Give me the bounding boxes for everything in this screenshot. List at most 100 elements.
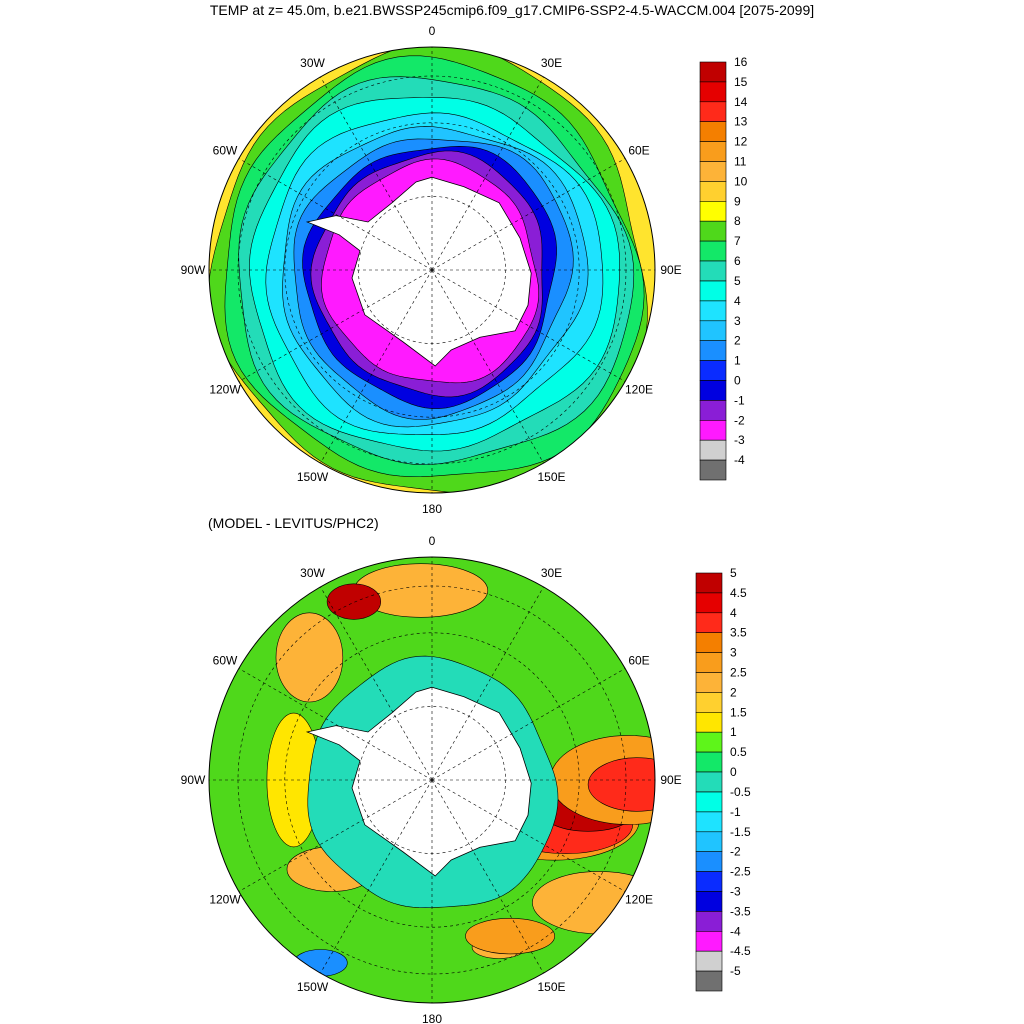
colorbar-swatch [695,911,723,932]
colorbar-label: 12 [734,135,748,149]
longitude-line [431,158,626,271]
antarctica-landmass [305,686,532,877]
longitude-line [431,668,626,781]
colorbar-swatch [695,950,723,972]
colorbar-swatch [699,459,727,481]
colorbar-swatch [695,891,723,912]
longitude-label: 60E [628,654,649,668]
colorbar-swatch [699,101,727,123]
colorbar-swatch [695,592,723,614]
longitude-label: 0 [429,534,436,548]
longitude-label: 150E [537,980,565,994]
longitude-line [431,269,544,464]
colorbar-label: 4.5 [730,586,747,600]
anomaly-region [587,757,655,812]
colorbar-swatch [695,811,723,833]
longitude-labels: 0 30E 60E 90E 120E 150E 180 150W 120W 90W 60W 30W [181,534,682,1024]
anomaly-region [326,583,382,620]
colorbar-label: -3 [734,433,745,447]
colorbar-label: -0.5 [730,785,751,799]
longitude-label: 120W [209,383,241,397]
longitude-label: 150W [297,470,329,484]
longitude-label: 30E [541,56,562,70]
colorbar-swatch [695,711,723,733]
colorbar-label: 16 [734,55,748,69]
difference-map: 0 30E 60E 90E 120E 150E 180 150W 120W 90W 60W 30W [181,534,682,1024]
colorbar-label: -1.5 [730,825,751,839]
anomaly-region [465,917,555,955]
colorbar-swatch [695,692,723,713]
longitude-line [431,586,544,781]
longitude-line [320,269,433,464]
colorbar-swatch [699,320,727,341]
colorbar-label: -2 [734,413,745,427]
longitude-label: 0 [429,24,436,38]
colorbar-swatch [695,771,723,793]
longitude-label: 180 [422,502,442,516]
longitude-label: 60W [213,654,238,668]
longitude-line [431,779,544,974]
colorbar-label: 6 [734,254,741,268]
map-border [208,556,656,1004]
colorbar-label: -1 [734,393,745,407]
colorbar-swatch [699,181,727,202]
graticule [209,557,655,1003]
colorbar-label: 15 [734,75,748,89]
longitude-label: 120E [625,383,653,397]
colorbar-label: 3 [730,646,737,660]
colorbar-swatch [699,201,727,222]
antarctica-landmass [305,176,532,367]
colorbar-swatch [699,400,727,421]
colorbar-label: 4 [734,294,741,308]
temperature-map: 0 30E 60E 90E 120E 150E 180 150W 120W 90W 60W 30W [181,24,682,516]
colorbar-swatch [699,61,727,83]
difference-panel-title: (MODEL - LEVITUS/PHC2) [208,515,379,531]
latitude-circle [284,632,580,928]
colorbar-swatch [699,141,727,162]
colorbar-label: 10 [734,174,748,188]
longitude-label: 90W [181,773,206,787]
colorbar-swatch [695,672,723,693]
longitude-line [320,779,433,974]
colorbar-label: 5 [730,566,737,580]
colorbar-label: -4 [734,453,745,467]
longitude-label: 30W [300,566,325,580]
colorbar-label: -2 [730,845,741,859]
figure-title: TEMP at z= 45.0m, b.e21.BWSSP245cmip6.f0… [209,2,815,18]
map-border [208,46,656,494]
colorbar-label: 0.5 [730,745,747,759]
colorbar-label: 9 [734,194,741,208]
colorbar-swatch [699,419,727,441]
longitude-label: 30W [300,56,325,70]
colorbar-label: 4 [730,606,737,620]
colorbar-swatch [699,280,727,302]
colorbar-swatch [695,751,723,773]
colorbar-swatch [695,871,723,892]
colorbar-label: 2 [730,685,737,699]
colorbar-label: -3 [730,885,741,899]
colorbar-swatch [699,360,727,381]
longitude-line [238,158,433,271]
colorbar-label: 1 [734,354,741,368]
difference-colorbar: 5 4.5 4 3.5 3 2.5 2 1.5 1 0.5 0 -0.5 -1 -1.5 -2 -2.5 -3 -… [695,566,751,992]
colorbar-swatch [699,161,727,182]
longitude-label: 30E [541,566,562,580]
colorbar-label: 1.5 [730,705,747,719]
colorbar-label: -5 [730,964,741,978]
longitude-label: 120E [625,893,653,907]
colorbar-swatch [695,970,723,992]
longitude-label: 90E [660,773,681,787]
colorbar-label: 3 [734,314,741,328]
colorbar-label: 2 [734,334,741,348]
colorbar-label: 11 [734,155,747,169]
longitude-line [238,668,433,781]
colorbar-label: 3.5 [730,626,747,640]
colorbar-swatch [695,791,723,813]
longitude-label: 150W [297,980,329,994]
colorbar-label: -3.5 [730,904,751,918]
longitude-label: 150E [537,470,565,484]
continent-shape [305,686,532,877]
colorbar-swatch [695,632,723,653]
